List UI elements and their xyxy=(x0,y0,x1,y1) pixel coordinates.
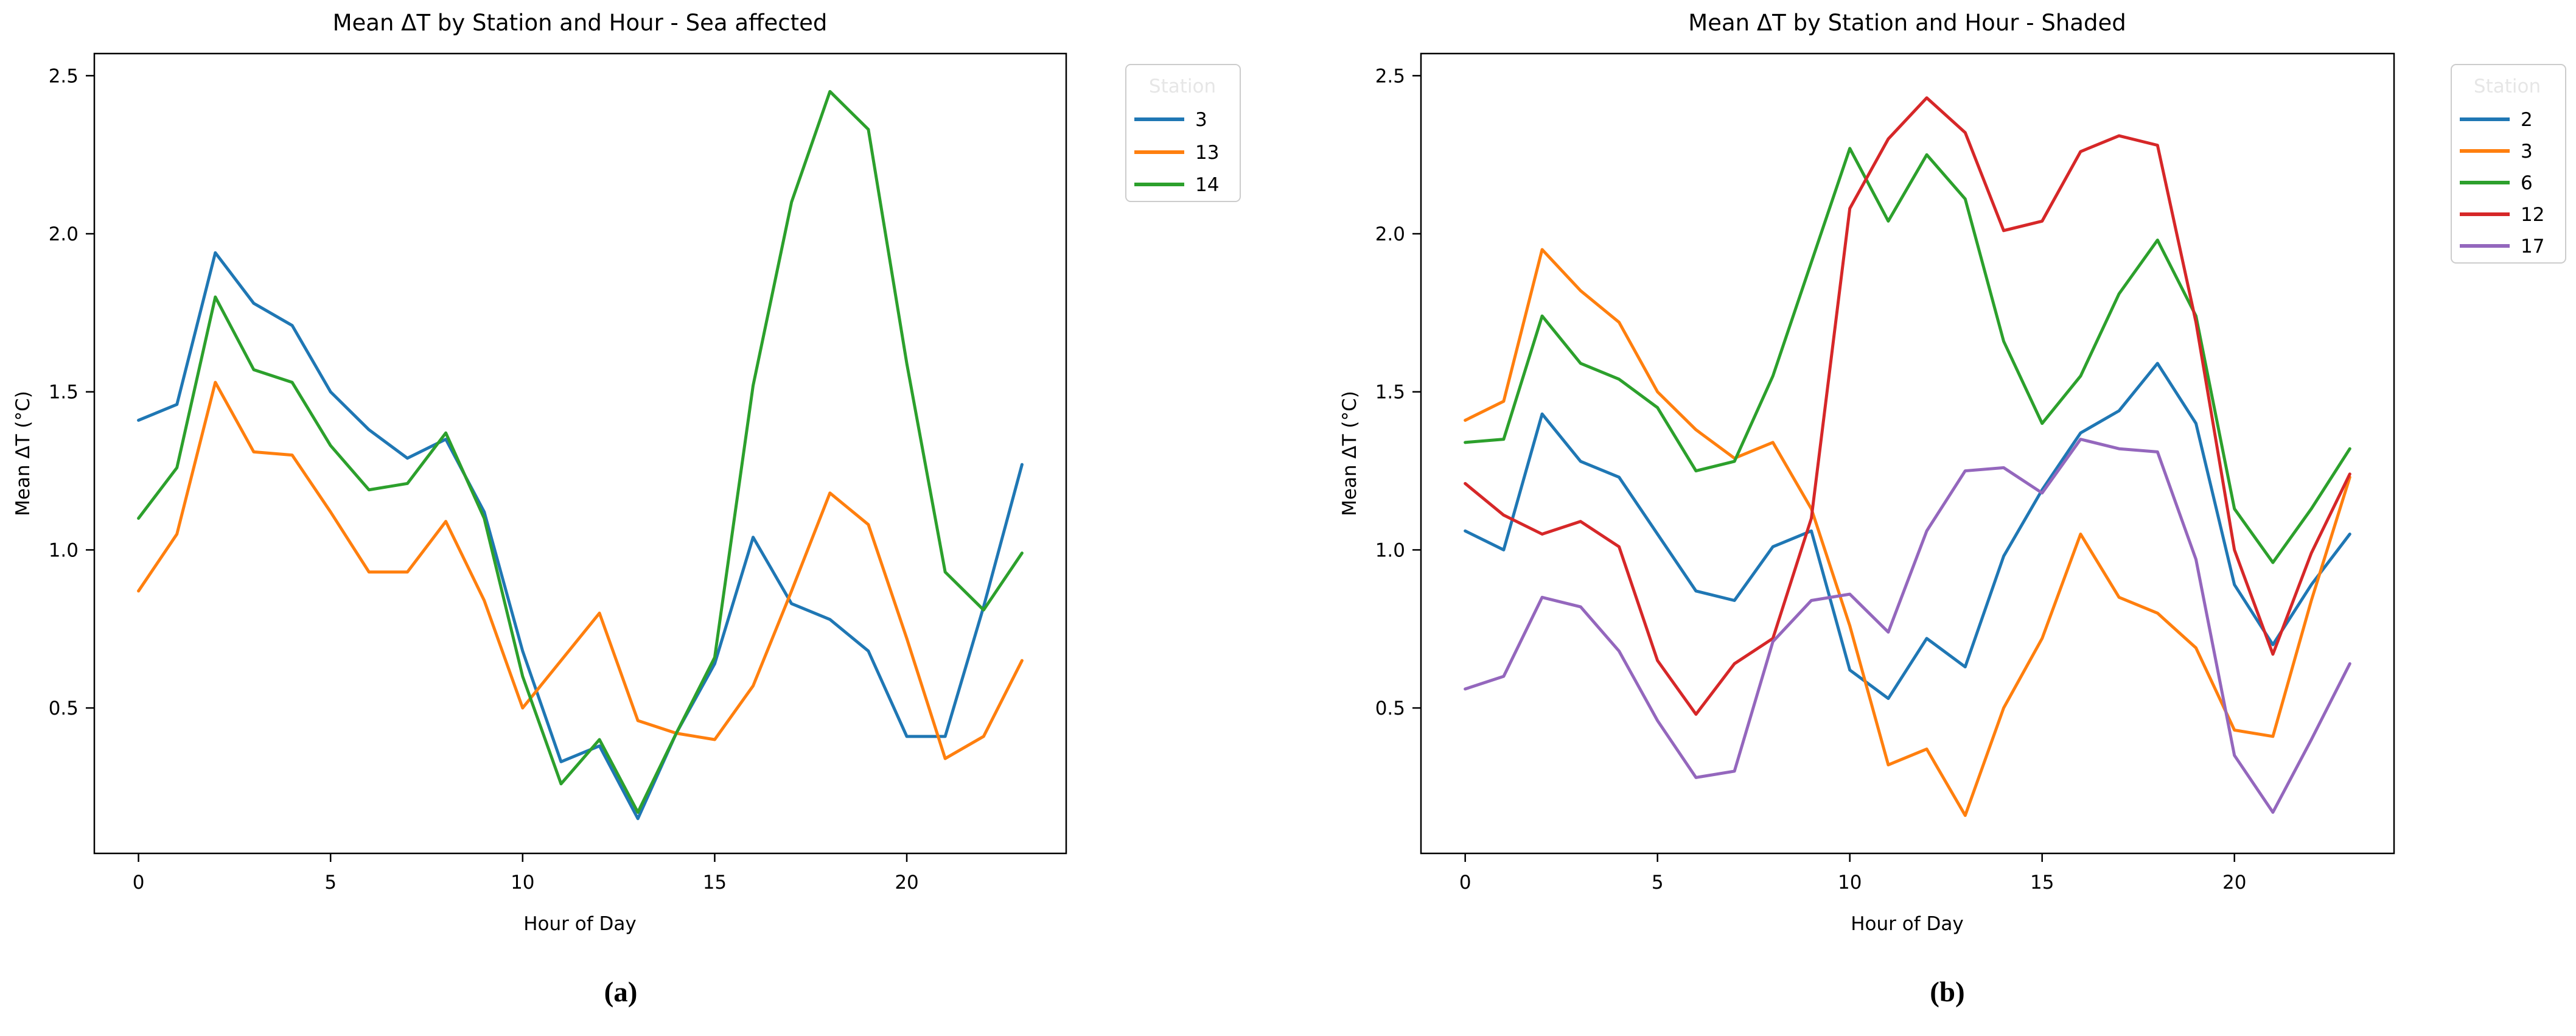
x-tick-label: 0 xyxy=(1459,872,1471,894)
y-tick-label: 1.0 xyxy=(1375,539,1405,561)
caption-a: (a) xyxy=(604,976,638,1008)
x-tick-label: 5 xyxy=(324,872,337,894)
series-line-station-2 xyxy=(1464,362,2351,701)
x-tick-label: 5 xyxy=(1652,872,1664,894)
y-tick-label: 2.0 xyxy=(49,223,79,245)
chart-b-title: Mean ΔT by Station and Hour - Shaded xyxy=(1688,10,2126,36)
series-line-station-3 xyxy=(137,251,1024,821)
chart-b-xlabel: Hour of Day xyxy=(1851,913,1963,935)
series-line-station-14 xyxy=(137,89,1024,814)
x-tick-label: 10 xyxy=(1838,872,1862,894)
series-line-station-17 xyxy=(1464,438,2351,814)
x-tick-label: 0 xyxy=(133,872,145,894)
series-line-station-13 xyxy=(137,380,1024,760)
legend-label-station-6: 6 xyxy=(2521,172,2533,194)
y-tick-label: 2.5 xyxy=(1375,65,1405,87)
chart-b-ylabel: Mean ΔT (°C) xyxy=(1339,391,1361,516)
y-tick-label: 1.5 xyxy=(49,382,79,404)
legend-label-station-14: 14 xyxy=(1195,174,1219,196)
y-tick-label: 1.0 xyxy=(49,539,79,561)
series-line-station-6 xyxy=(1464,147,2351,564)
y-tick-label: 2.5 xyxy=(49,65,79,87)
legend-label-station-3: 3 xyxy=(1195,109,1207,131)
chart-a-title: Mean ΔT by Station and Hour - Sea affect… xyxy=(333,10,828,36)
chart-b-plot: 0 5 10 15 20 0.5 1.0 1.5 2.0 2.5 2 3 6 12 17 xyxy=(1375,52,2566,894)
y-tick-label: 0.5 xyxy=(1375,698,1405,719)
series-line-station-3 xyxy=(1464,248,2351,817)
x-tick-label: 20 xyxy=(895,872,918,894)
x-tick-label: 15 xyxy=(703,872,727,894)
axes-frame xyxy=(93,52,1067,855)
chart-a-plot: 0 5 10 15 20 0.5 1.0 1.5 2.0 2.5 3 13 14 xyxy=(49,52,1241,894)
x-tick-label: 15 xyxy=(2030,872,2054,894)
legend-box xyxy=(1125,64,1241,202)
legend-label-station-13: 13 xyxy=(1195,142,1219,164)
chart-a-ylabel: Mean ΔT (°C) xyxy=(12,391,34,516)
x-tick-label: 20 xyxy=(2222,872,2246,894)
y-tick-label: 2.0 xyxy=(1375,223,1405,245)
legend-label-station-2: 2 xyxy=(2521,109,2533,131)
y-tick-label: 1.5 xyxy=(1375,382,1405,404)
caption-b: (b) xyxy=(1930,976,1964,1008)
y-tick-label: 0.5 xyxy=(49,698,79,719)
series-line-station-12 xyxy=(1464,96,2351,716)
chart-a-xlabel: Hour of Day xyxy=(523,913,636,935)
legend-box xyxy=(2451,64,2566,264)
legend-label-station-12: 12 xyxy=(2521,204,2544,226)
x-tick-label: 10 xyxy=(511,872,534,894)
axes-frame xyxy=(1420,52,2395,855)
legend-label-station-17: 17 xyxy=(2521,236,2544,257)
legend-label-station-3: 3 xyxy=(2521,141,2533,163)
